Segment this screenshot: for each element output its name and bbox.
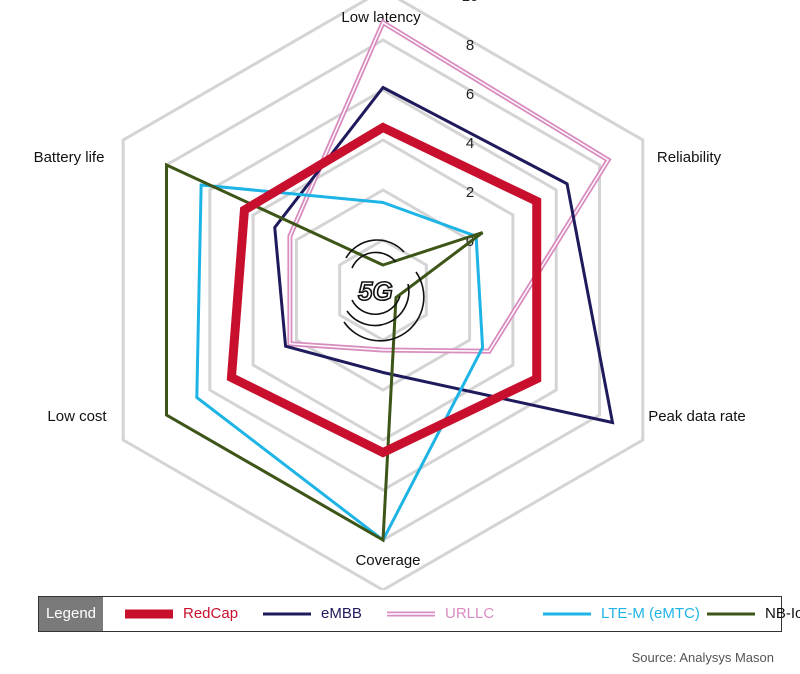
- axis-label-low-latency: Low latency: [341, 9, 421, 26]
- legend-swatch-nb-iot: [707, 612, 755, 616]
- legend-swatch-lte-m-emtc: [543, 612, 591, 616]
- axis-label-coverage: Coverage: [355, 552, 420, 569]
- series-group: [164, 18, 615, 543]
- grid-ring-0: [338, 238, 428, 342]
- tick-label-10: 10: [462, 0, 479, 5]
- series-urllc: [287, 18, 612, 354]
- legend: Legend RedCap eMBB URLLC LTE-M (eMTC) NB-IoT: [38, 596, 800, 632]
- 5g-signal-icon: 5G: [343, 239, 425, 342]
- axis-label-battery-life: Battery life: [34, 149, 105, 166]
- legend-title: Legend: [39, 597, 103, 631]
- tick-label-8: 8: [466, 37, 474, 54]
- legend-label-redcap: RedCap: [183, 605, 239, 622]
- grid-ring-6: [208, 88, 558, 492]
- legend-item-redcap: RedCap: [123, 597, 255, 631]
- series-urllc-inner-line: [289, 21, 610, 352]
- legend-swatch-redcap: [125, 609, 173, 619]
- source-note: Source: Analysys Mason: [631, 650, 774, 665]
- axis-label-reliability: Reliability: [657, 149, 722, 166]
- grid-ring-10: [121, 0, 645, 590]
- tick-label-6: 6: [466, 86, 474, 103]
- series-redcap: [226, 122, 542, 458]
- legend-label-lte-m-emtc: LTE-M (eMTC): [601, 605, 700, 622]
- axis-label-peak-data-rate: Peak data rate: [648, 408, 746, 425]
- legend-item-nb-iot: NB-IoT: [705, 597, 800, 631]
- tick-label-4: 4: [466, 135, 474, 152]
- axis-labels: Low latency Reliability Peak data rate Cove…: [34, 9, 746, 569]
- legend-label-embb: eMBB: [321, 605, 362, 622]
- series-embb: [273, 85, 615, 425]
- legend-item-urllc: URLLC: [385, 597, 535, 631]
- grid-ring-2: [294, 188, 472, 392]
- series-nb-iot: [164, 162, 484, 543]
- legend-item-embb: eMBB: [261, 597, 379, 631]
- legend-label-nb-iot: NB-IoT: [765, 605, 800, 622]
- legend-label-urllc: URLLC: [445, 605, 495, 622]
- grid-ring-4: [251, 138, 515, 442]
- legend-swatch-embb: [263, 612, 311, 616]
- legend-item-lte-m-emtc: LTE-M (eMTC): [541, 597, 700, 631]
- tick-label-2: 2: [466, 184, 474, 201]
- legend-swatch-urllc: [387, 611, 435, 617]
- axis-label-low-cost: Low cost: [47, 408, 107, 425]
- 5g-logo-text: 5G: [358, 276, 393, 306]
